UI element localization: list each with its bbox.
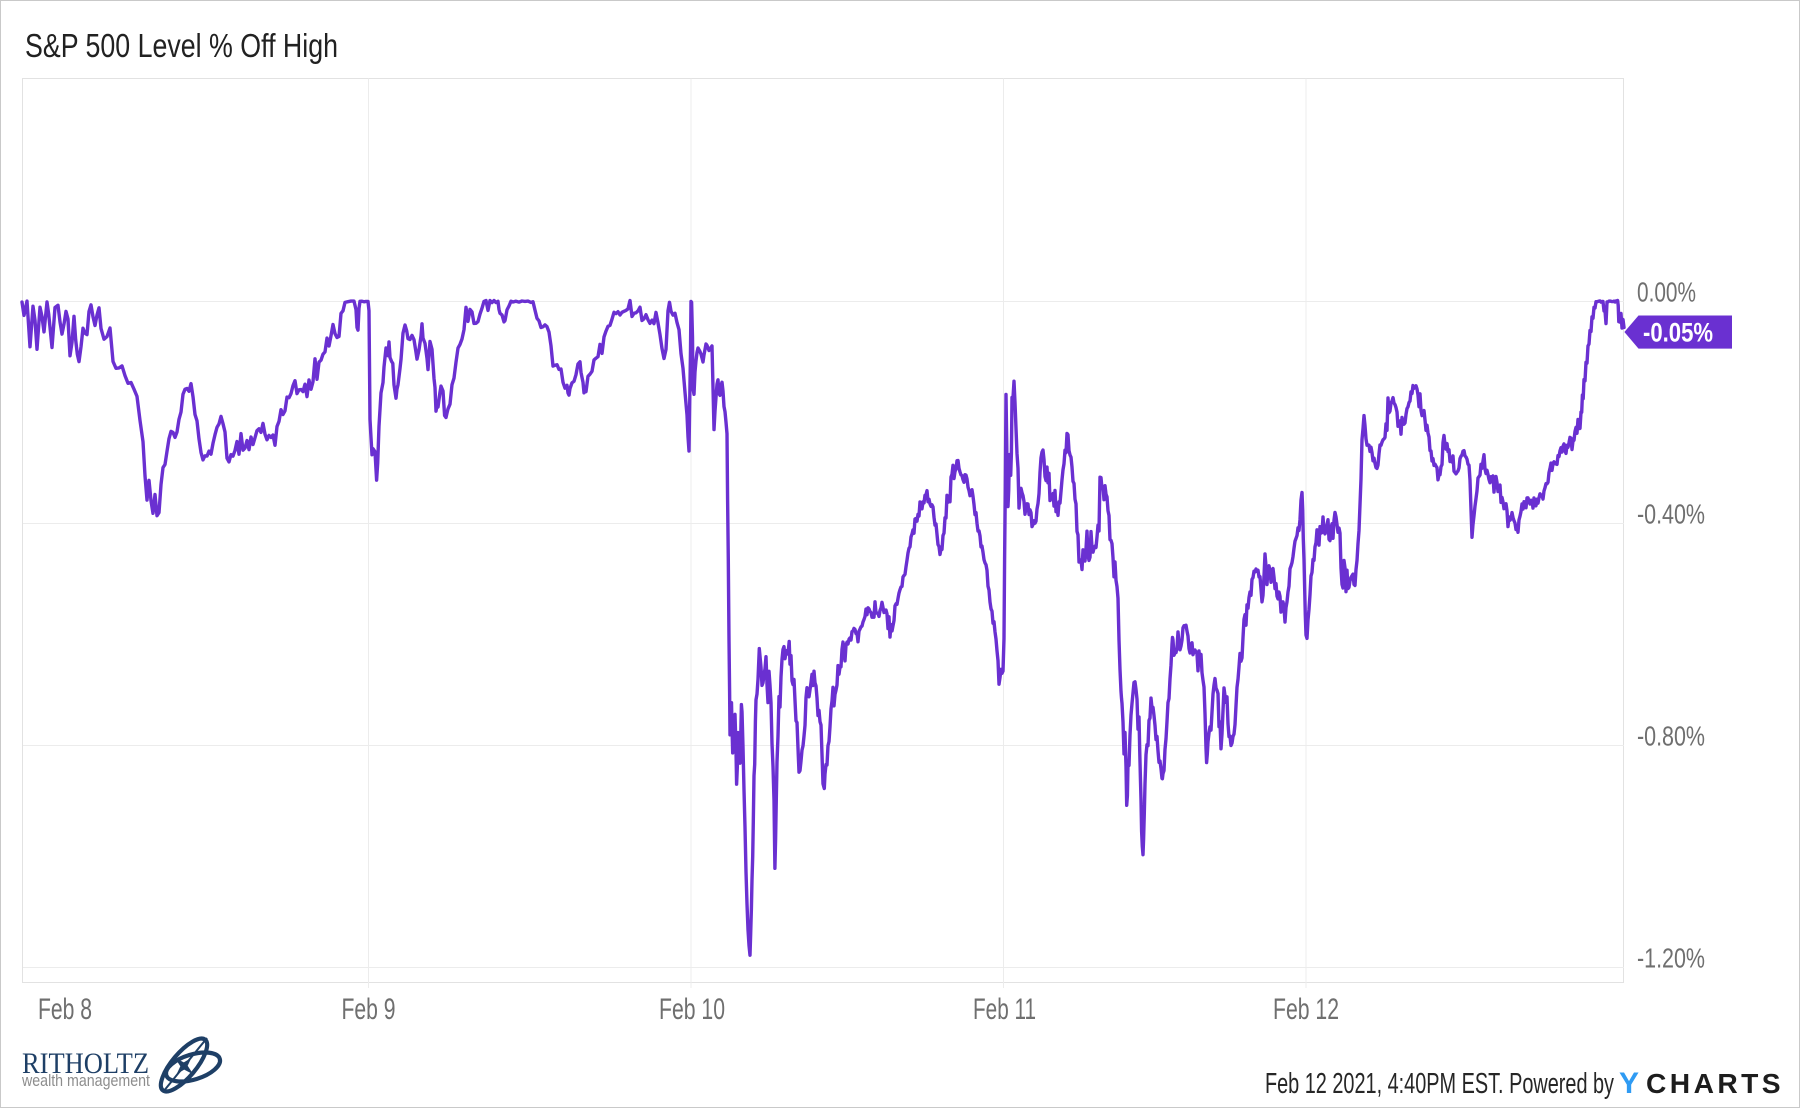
svg-text:RITHOLTZ: RITHOLTZ bbox=[22, 1047, 149, 1080]
svg-text:S&P 500 Level % Off High: S&P 500 Level % Off High bbox=[25, 27, 338, 64]
svg-text:-1.20%: -1.20% bbox=[1637, 943, 1705, 974]
svg-text:Feb 12 2021, 4:40PM EST. Power: Feb 12 2021, 4:40PM EST. Powered by bbox=[1265, 1068, 1615, 1100]
svg-text:wealth management: wealth management bbox=[21, 1071, 150, 1090]
svg-text:Feb 9: Feb 9 bbox=[342, 993, 396, 1026]
svg-text:-0.80%: -0.80% bbox=[1637, 721, 1705, 752]
svg-text:Feb 8: Feb 8 bbox=[38, 993, 92, 1026]
svg-text:Feb 10: Feb 10 bbox=[659, 993, 725, 1026]
svg-text:Feb 12: Feb 12 bbox=[1273, 993, 1339, 1026]
svg-text:CHARTS: CHARTS bbox=[1646, 1068, 1784, 1099]
svg-text:-0.05%: -0.05% bbox=[1643, 318, 1713, 348]
svg-text:-0.40%: -0.40% bbox=[1637, 499, 1705, 530]
svg-text:0.00%: 0.00% bbox=[1637, 277, 1696, 308]
svg-text:Y: Y bbox=[1619, 1067, 1639, 1100]
svg-text:Feb 11: Feb 11 bbox=[973, 993, 1036, 1026]
